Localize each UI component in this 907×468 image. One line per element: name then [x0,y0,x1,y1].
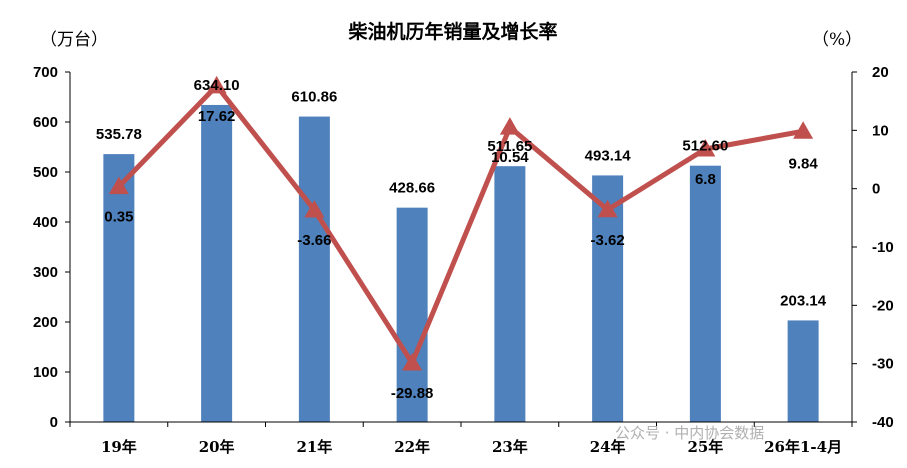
line-value-label-7: 9.84 [789,155,819,172]
right-tick-label-0: -40 [872,414,894,431]
category-label-5: 24年 [590,438,626,456]
line-value-label-3: -29.88 [391,385,434,402]
bar-series [103,104,819,423]
left-tick-label-1: 100 [33,364,58,381]
growth-marker-5 [597,199,618,218]
left-tick-label-6: 600 [33,114,58,131]
growth-marker-7 [793,121,814,139]
right-tick-label-5: 10 [872,122,889,139]
growth-marker-0 [108,176,129,195]
bar-value-label-5: 493.14 [585,147,632,164]
watermark: 公众号 · 中内协会数据 [615,424,764,442]
left-tick-label-7: 700 [33,64,58,81]
category-label-0: 19年 [101,438,137,456]
chart-title: 柴油机历年销量及增长率 [347,20,557,43]
bar-value-label-3: 428.66 [389,180,435,197]
right-tick-label-6: 20 [872,64,889,81]
category-label-1: 20年 [199,438,235,456]
right-tick-label-2: -20 [872,297,894,314]
bar-value-label-2: 610.86 [291,89,337,106]
growth-marker-3 [402,352,423,371]
growth-marker-4 [499,117,520,135]
bar-7 [787,320,819,422]
bar-value-label-1: 634.10 [194,77,240,94]
category-label-7: 26年1-4月 [764,438,842,456]
right-tick-label-3: -10 [872,239,894,256]
category-label-3: 22年 [394,438,430,456]
bar-value-label-7: 203.14 [780,292,827,309]
bar-6 [689,165,721,422]
right-tick-label-4: 0 [872,181,880,198]
bar-0 [103,154,135,423]
line-series [108,75,814,371]
growth-line [117,83,804,366]
category-label-6: 25年 [687,438,723,456]
bar-2 [298,116,330,422]
growth-marker-1 [206,75,227,94]
bar-value-label-6: 512.60 [682,138,728,155]
line-value-label-0: 0.35 [104,209,133,226]
left-tick-label-3: 300 [33,264,58,281]
line-value-label-2: -3.66 [297,232,331,249]
right-axis-unit: （%） [812,30,862,50]
left-axis-unit: （万台） [40,30,108,50]
bar-4 [494,166,526,422]
tick-labels: 0 100 200 300 400 500 600 700 -40 -30 -20 -10 0 10 20 1… [33,64,894,456]
bar-value-label-0: 535.78 [96,126,142,143]
left-tick-label-5: 500 [33,164,58,181]
category-label-4: 23年 [492,438,528,456]
right-tick-label-1: -30 [872,356,894,373]
line-value-label-5: -3.62 [591,232,625,249]
line-value-label-6: 6.8 [695,171,716,188]
bar-3 [396,207,428,422]
left-tick-label-4: 400 [33,214,58,231]
category-label-2: 21年 [296,438,332,456]
axes [65,71,857,427]
line-value-label-4: 10.54 [491,149,529,166]
growth-marker-2 [304,200,325,218]
growth-marker-6 [695,139,716,157]
line-value-label-1: 17.62 [198,108,236,125]
data-labels: 535.78 634.10 610.86 428.66 511.65 493.14 512.… [96,77,827,402]
bar-value-label-4: 511.65 [487,138,532,155]
left-tick-label-2: 200 [33,314,58,331]
left-tick-label-0: 0 [50,414,58,431]
bar-1 [201,104,233,422]
